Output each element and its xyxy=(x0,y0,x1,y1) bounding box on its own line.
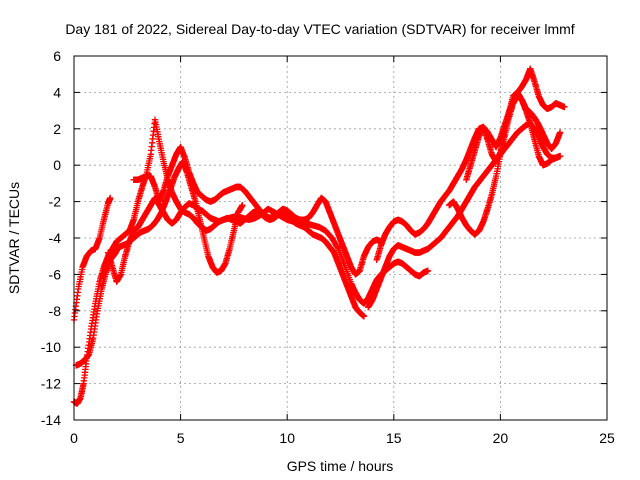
y-axis-label: SDTVAR / TECUs xyxy=(6,182,22,294)
x-tick-label: 15 xyxy=(386,430,402,446)
data-point xyxy=(107,194,114,202)
series-track-5 xyxy=(130,143,385,278)
y-tick-label: -12 xyxy=(41,376,61,392)
y-tick-labels: -14 -12 -10 -8 -6 -4 -2 0 2 4 6 xyxy=(41,48,61,428)
y-tick-label: -8 xyxy=(49,303,62,319)
x-tick-labels: 0 5 10 15 20 25 xyxy=(70,430,615,446)
y-tick-label: -2 xyxy=(49,194,62,210)
x-axis-label: GPS time / hours xyxy=(287,458,394,474)
data-point xyxy=(334,244,341,251)
series-track-6 xyxy=(365,120,564,311)
x-tick-label: 5 xyxy=(177,430,185,446)
series-track-1 xyxy=(70,194,114,324)
y-tick-label: 6 xyxy=(53,48,61,64)
y-tick-label: 4 xyxy=(53,84,61,100)
data-point xyxy=(239,202,246,209)
x-tick-label: 10 xyxy=(279,430,295,446)
x-tick-label: 0 xyxy=(70,430,78,446)
chart-title: Day 181 of 2022, Sidereal Day-to-day VTE… xyxy=(65,21,574,37)
data-point xyxy=(424,267,432,274)
data-points xyxy=(70,65,568,407)
y-tick-label: 0 xyxy=(53,157,61,173)
x-tick-label: 25 xyxy=(599,430,615,446)
y-tick-label: -14 xyxy=(41,412,61,428)
y-tick-label: 2 xyxy=(53,121,61,137)
y-tick-label: -6 xyxy=(49,266,62,282)
y-tick-label: -10 xyxy=(41,339,61,355)
x-tick-label: 20 xyxy=(493,430,509,446)
y-tick-label: -4 xyxy=(49,230,62,246)
series-track-3 xyxy=(72,158,246,369)
